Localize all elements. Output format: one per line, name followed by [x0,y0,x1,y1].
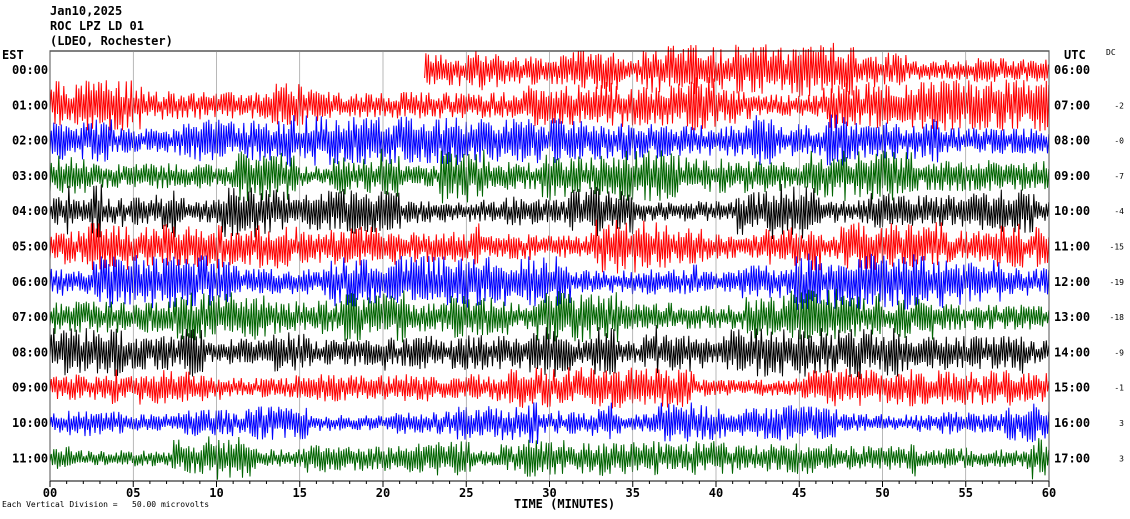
dc-value-1200: -19 [1110,278,1125,287]
right-zone-label: UTC [1064,48,1086,62]
dc-value-0900: -7 [1114,172,1124,181]
utc-label-1100: 11:00 [1054,240,1090,254]
x-tick-label-50: 50 [875,486,889,500]
x-tick-label-40: 40 [709,486,723,500]
est-label-0300: 03:00 [12,169,48,183]
dc-value-1300: -18 [1110,313,1125,322]
utc-label-0800: 08:00 [1054,134,1090,148]
x-tick-label-20: 20 [376,486,390,500]
dc-value-0800: -0 [1114,137,1124,146]
utc-label-1200: 12:00 [1054,275,1090,289]
utc-label-1400: 14:00 [1054,345,1090,359]
x-tick-label-30: 30 [542,486,556,500]
dc-header: DC [1106,48,1116,57]
dc-value-1600: 3 [1119,419,1124,428]
x-tick-label-35: 35 [626,486,640,500]
est-label-0900: 09:00 [12,381,48,395]
utc-label-1700: 17:00 [1054,451,1090,465]
x-tick-label-60: 60 [1042,486,1056,500]
x-axis-title: TIME (MINUTES) [514,497,616,511]
est-label-0400: 04:00 [12,204,48,218]
grid-layer [49,50,1050,487]
est-label-0200: 02:00 [12,134,48,148]
x-tick-label-15: 15 [293,486,307,500]
utc-label-0900: 09:00 [1054,169,1090,183]
est-label-0600: 06:00 [12,275,48,289]
utc-label-1300: 13:00 [1054,310,1090,324]
x-tick-label-55: 55 [959,486,973,500]
dc-value-0700: -2 [1114,101,1124,110]
est-label-0800: 08:00 [12,345,48,359]
utc-label-1000: 10:00 [1054,204,1090,218]
dc-value-1500: -1 [1114,384,1124,393]
est-label-1000: 10:00 [12,416,48,430]
utc-label-1500: 15:00 [1054,381,1090,395]
est-label-0100: 01:00 [12,98,48,112]
est-label-1100: 11:00 [12,451,48,465]
utc-label-1600: 16:00 [1054,416,1090,430]
x-tick-label-25: 25 [459,486,473,500]
est-label-0500: 05:00 [12,240,48,254]
dc-value-1700: 3 [1119,454,1124,463]
scale-note: Each Vertical Division = 50.00 microvolt… [2,500,210,509]
chart-date: Jan10,2025 [50,4,123,18]
label-layer: 00 05 10 15 20 25 30 35 40 45 50 55 60 00:00 06:00 01:0… [12,63,1124,500]
est-label-0700: 07:00 [12,310,48,324]
utc-label-0600: 06:00 [1054,63,1090,77]
x-tick-label-45: 45 [792,486,806,500]
x-tick-label-05: 05 [126,486,140,500]
utc-label-0700: 07:00 [1054,98,1090,112]
est-label-0000: 00:00 [12,63,48,77]
chart-network: (LDEO, Rochester) [50,34,173,48]
trace-0000 [424,42,1049,97]
x-tick-label-10: 10 [209,486,223,500]
x-tick-label-00: 00 [43,486,57,500]
chart-station: ROC LPZ LD 01 [50,19,144,33]
dc-value-1400: -9 [1114,348,1124,357]
dc-value-1100: -15 [1110,243,1125,252]
left-zone-label: EST [2,48,24,62]
dc-value-1000: -4 [1114,207,1124,216]
